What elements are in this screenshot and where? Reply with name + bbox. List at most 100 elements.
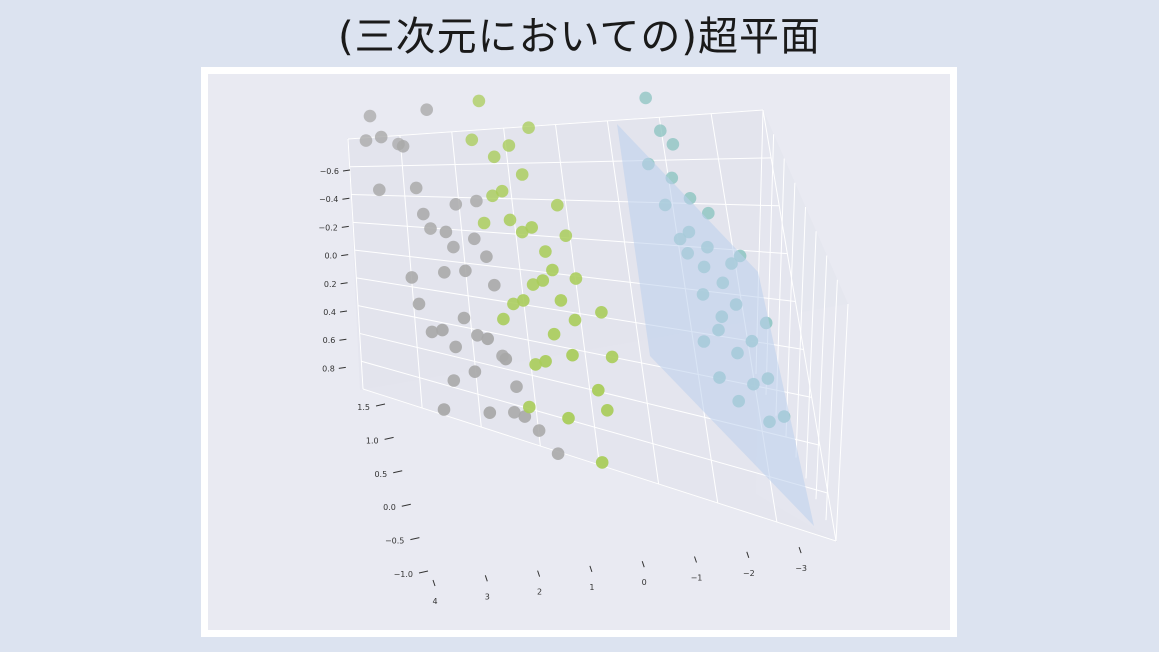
- grid-line-y: [349, 157, 772, 168]
- x-tick-mark: [746, 551, 750, 558]
- data-point: [525, 221, 538, 234]
- data-point: [518, 410, 532, 423]
- data-point: [447, 374, 461, 387]
- data-point: [363, 109, 377, 123]
- x-tick-mark: [484, 575, 488, 582]
- data-point: [536, 274, 550, 287]
- grid-line-x: [347, 138, 364, 390]
- y-tick-label: 0.0: [383, 503, 396, 512]
- z-tick-mark: [341, 225, 349, 228]
- data-point: [447, 240, 460, 254]
- y-tick-mark: [418, 570, 429, 574]
- y-tick-label: 1.0: [366, 436, 379, 445]
- z-tick-label: 0.6: [323, 336, 336, 345]
- data-point: [468, 232, 481, 246]
- data-point: [639, 91, 652, 105]
- data-point: [566, 348, 579, 362]
- data-point: [488, 278, 501, 292]
- z-tick-label: 0.2: [324, 280, 337, 289]
- grid-line-x: [606, 120, 660, 485]
- data-point: [605, 350, 619, 364]
- data-point: [457, 311, 471, 325]
- z-tick-label: −0.6: [320, 167, 339, 176]
- x-tick-mark: [432, 579, 436, 587]
- data-point: [515, 168, 529, 181]
- data-point: [562, 411, 575, 425]
- x-tick-mark: [589, 565, 593, 573]
- data-point: [495, 184, 509, 198]
- data-point: [601, 404, 614, 417]
- data-point: [468, 365, 482, 379]
- series-1: [359, 103, 565, 461]
- hyperplane: [617, 124, 814, 526]
- data-point: [465, 133, 479, 147]
- grid-line-z: [795, 206, 806, 458]
- data-point: [425, 325, 439, 339]
- x-tick-label: 3: [485, 592, 490, 601]
- data-point: [592, 383, 605, 397]
- data-point: [526, 278, 540, 291]
- data-point: [554, 294, 568, 307]
- data-point: [486, 189, 499, 203]
- grid-line-y: [347, 109, 764, 140]
- x-tick-label: −2: [743, 569, 755, 578]
- data-point: [480, 250, 493, 263]
- data-point: [477, 216, 491, 230]
- data-point: [510, 380, 523, 394]
- grid-line-z: [825, 279, 838, 521]
- data-point: [470, 194, 483, 208]
- data-point: [523, 400, 536, 414]
- data-point: [529, 358, 542, 371]
- data-point: [420, 103, 433, 116]
- figure-frame: −0.6 −0.4 −0.2 0.0 0.2 0.4 0.6 0.8 1.5 1.0 0.5 0.0 −…: [201, 67, 957, 637]
- z-tick-mark: [339, 310, 348, 313]
- data-point: [568, 313, 582, 327]
- data-point: [702, 206, 715, 220]
- grid-line-y: [361, 360, 829, 494]
- z-tick-label: 0.8: [322, 364, 335, 373]
- z-tick-label: −0.2: [318, 223, 337, 232]
- z-tick-mark: [339, 338, 347, 341]
- data-point: [481, 332, 495, 346]
- data-point: [569, 272, 583, 285]
- y-tick-mark: [384, 436, 394, 440]
- data-point: [412, 297, 426, 311]
- series-2: [465, 94, 619, 469]
- data-point: [559, 229, 573, 242]
- z-tick-mark: [341, 254, 349, 257]
- data-point: [539, 355, 552, 368]
- x-tick-label: 1: [589, 583, 594, 592]
- y-tick-mark: [410, 537, 420, 541]
- grid-line-x: [555, 124, 600, 466]
- data-point: [374, 130, 388, 144]
- data-point: [547, 327, 561, 341]
- hyperplane-surface: [617, 124, 814, 526]
- grid-line-z: [785, 182, 796, 437]
- data-point: [497, 312, 510, 326]
- y-tick-label: 1.5: [357, 403, 370, 412]
- x-tick-label: 0: [642, 578, 647, 587]
- data-point: [551, 198, 564, 212]
- data-point: [409, 181, 423, 195]
- data-point: [405, 271, 419, 284]
- data-point: [666, 138, 680, 151]
- grid-line-z: [835, 303, 849, 542]
- z-tick-label: 0.4: [323, 308, 336, 317]
- y-tick-mark: [401, 503, 411, 507]
- x-tick-mark: [694, 556, 697, 563]
- z-tick-label: −0.4: [319, 195, 338, 204]
- data-point: [522, 121, 535, 134]
- data-point: [471, 329, 484, 342]
- y-tick-mark: [375, 403, 386, 407]
- scatter-3d-chart: −0.6 −0.4 −0.2 0.0 0.2 0.4 0.6 0.8 1.5 1.0 0.5 0.0 −…: [318, 91, 849, 606]
- data-point: [396, 140, 410, 153]
- slide-title: (三次元においての)超平面: [337, 14, 821, 60]
- data-point: [595, 456, 609, 469]
- data-point: [487, 150, 501, 164]
- data-point: [517, 294, 530, 307]
- z-tick-mark: [342, 169, 351, 172]
- data-point: [539, 245, 552, 258]
- axis-ticks: −0.6 −0.4 −0.2 0.0 0.2 0.4 0.6 0.8 1.5 1.0 0.5 0.0 −…: [318, 167, 807, 606]
- y-tick-label: 0.5: [374, 470, 387, 479]
- data-point: [439, 225, 453, 239]
